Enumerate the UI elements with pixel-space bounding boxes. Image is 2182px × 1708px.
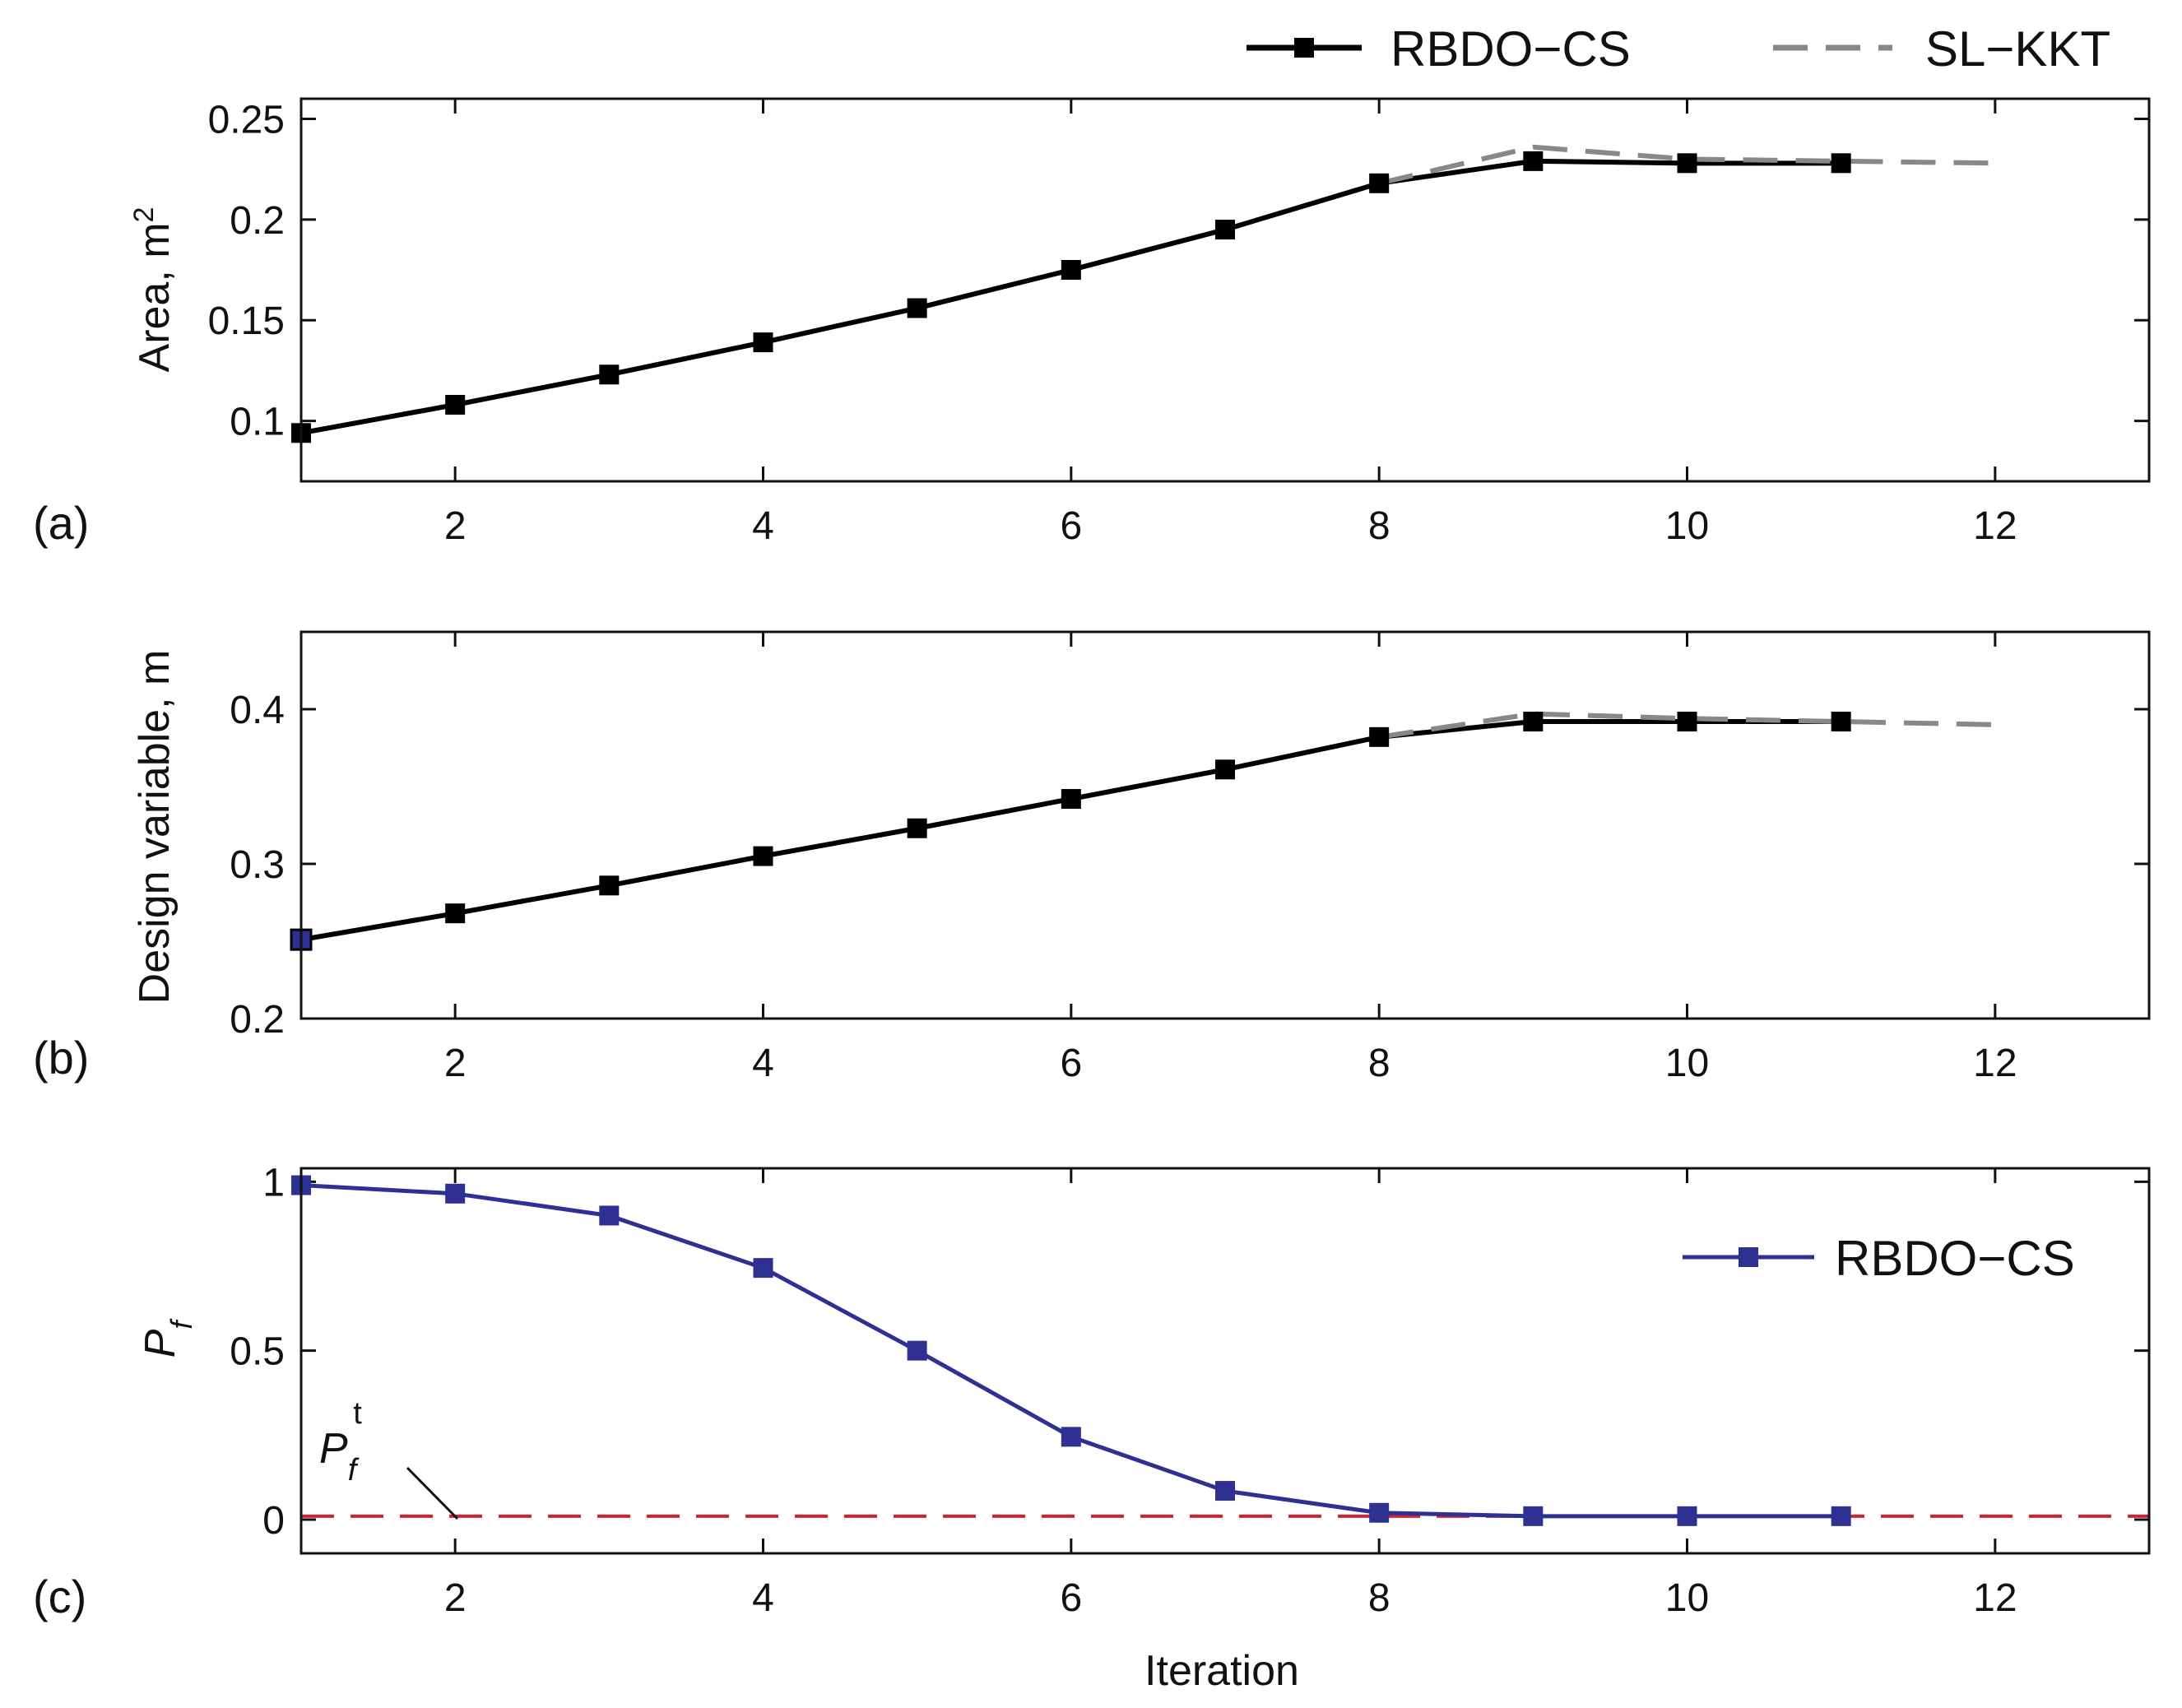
- panel-c-tag: (c): [33, 1571, 86, 1622]
- panel-a-xtick-label: 8: [1368, 504, 1390, 548]
- panel-b-point: [1061, 789, 1081, 810]
- legend-rbdo-label: RBDO−CS: [1390, 21, 1631, 77]
- panel-b-point: [599, 875, 620, 896]
- panel-c-point: [1523, 1506, 1544, 1526]
- panel-c-pf: 2 4 6 8 10 12 0 0.5 1 Pf (c) Iteration RBDO−CS P…: [33, 1161, 2151, 1695]
- panel-c-point: [1215, 1481, 1235, 1501]
- legend-slkkt-label: SL−KKT: [1925, 21, 2110, 77]
- panel-b-series-rbdo-line: [300, 719, 1841, 943]
- panel-c-legend-marker: [1739, 1247, 1758, 1267]
- panel-c-xtick-label: 4: [752, 1576, 774, 1620]
- target-pf-annotation: Pft: [319, 1396, 459, 1520]
- panel-b-xtick-label: 2: [444, 1042, 467, 1085]
- panel-b-design-variable: 2 4 6 8 10 12 0.2 0.3 0.4 Design variable, m (b): [33, 630, 2151, 1085]
- panel-c-point: [445, 1183, 466, 1204]
- panel-c-point: [599, 1205, 620, 1226]
- panel-a-point: [907, 298, 927, 318]
- panel-c-series-rbdo-line: [300, 1183, 1841, 1519]
- panel-a-ylabel: Area, m2: [128, 207, 179, 373]
- panel-a-ylabel-sup: 2: [128, 207, 160, 223]
- panel-c-xtick-label: 2: [444, 1576, 467, 1620]
- panel-a-point: [1677, 153, 1697, 174]
- panel-c-xtick-label: 12: [1973, 1576, 2017, 1620]
- panel-a-ytick-label: 0.15: [208, 299, 285, 343]
- panel-b-point: [753, 846, 773, 866]
- panel-a-xtick-label: 6: [1060, 504, 1082, 548]
- panel-a-point: [753, 332, 773, 353]
- top-legend: RBDO−CS SL−KKT: [1247, 21, 2110, 77]
- panel-a-series-slkkt-line: [1378, 144, 1995, 186]
- panel-c-point: [1061, 1427, 1081, 1447]
- panel-a-point: [599, 364, 620, 385]
- panel-c-xlabel: Iteration: [1144, 1647, 1299, 1695]
- panel-c-point: [753, 1258, 773, 1279]
- panel-b-xtick-label: 12: [1973, 1042, 2017, 1085]
- panel-a-area: 2 4 6 8 10 120.10.150.20.25 Area, m2 (a): [33, 97, 2151, 549]
- target-pf-label-main: P: [319, 1425, 348, 1473]
- panel-a-point: [1215, 220, 1235, 240]
- panel-c-plot: 2 4 6 8 10 12 0 0.5 1: [230, 1161, 2149, 1620]
- panel-b-ytick-label: 0.4: [230, 689, 285, 732]
- panel-a-xtick-label: 4: [752, 504, 774, 548]
- panel-c-ylabel-main: P: [137, 1329, 184, 1358]
- panel-c-legend-label: RBDO−CS: [1835, 1231, 2075, 1286]
- panel-b-xtick-label: 6: [1060, 1042, 1082, 1085]
- panel-b-ytick-label: 0.2: [230, 998, 285, 1042]
- panel-a-point: [1369, 173, 1390, 193]
- legend-rbdo-marker: [1294, 38, 1314, 58]
- panel-b-tag: (b): [33, 1032, 89, 1084]
- panel-c-ytick-label: 1: [262, 1161, 285, 1204]
- panel-a-ylabel-main: Area, m: [131, 222, 179, 372]
- panel-c-xtick-label: 10: [1665, 1576, 1709, 1620]
- panel-b-point: [1215, 759, 1235, 780]
- panel-c-ytick-label: 0: [262, 1499, 285, 1543]
- panel-a-tag: (a): [33, 497, 89, 549]
- panel-b-plot: 2 4 6 8 10 12 0.2 0.3 0.4: [230, 632, 2149, 1085]
- panel-b-xtick-label: 10: [1665, 1042, 1709, 1085]
- panel-b-point: [1677, 712, 1697, 732]
- panel-c-ylabel-sub: f: [165, 1318, 198, 1330]
- panel-c-xtick-label: 6: [1060, 1576, 1082, 1620]
- panel-a-point: [1061, 260, 1081, 281]
- panel-b-point: [445, 903, 466, 924]
- panel-b-point: [1831, 712, 1851, 732]
- panel-b-frame: [299, 630, 2151, 1020]
- panel-a-plot: 2 4 6 8 10 12 0.1 0.15 0.2 0.25: [208, 98, 2149, 548]
- panel-a-xtick-label: 2: [444, 504, 467, 548]
- panel-b-ylabel: Design variable, m: [131, 650, 179, 1005]
- panel-c-legend: RBDO−CS: [1683, 1231, 2075, 1286]
- panel-b-point: [1523, 712, 1544, 732]
- panel-b-point: [907, 818, 927, 838]
- panel-b-ytick-label: 0.3: [230, 843, 285, 887]
- panel-c-frame: [299, 1167, 2151, 1555]
- target-pf-pointer: [406, 1466, 459, 1520]
- target-pf-label-sup: t: [353, 1396, 362, 1431]
- panel-c-point: [1677, 1506, 1697, 1526]
- panel-a-point: [1831, 153, 1851, 174]
- panel-c-ytick-label: 0.5: [230, 1330, 285, 1374]
- panel-a-series-rbdo-line: [300, 158, 1841, 436]
- panel-a-ytick-label: 0.1: [230, 401, 285, 444]
- panel-a-xtick-label: 10: [1665, 504, 1709, 548]
- panel-c-point: [907, 1340, 927, 1361]
- target-pf-label: Pft: [319, 1396, 362, 1488]
- panel-a-point: [445, 395, 466, 415]
- panel-a-point: [1523, 151, 1544, 171]
- panel-c-xtick-label: 8: [1368, 1576, 1390, 1620]
- target-pf-label-sub: f: [348, 1453, 360, 1488]
- panel-c-point: [1369, 1502, 1390, 1523]
- panel-a-xtick-label: 12: [1973, 504, 2017, 548]
- panel-b-xtick-label: 4: [752, 1042, 774, 1085]
- panel-c-ylabel: Pf: [137, 1318, 198, 1358]
- panel-c-point: [1831, 1506, 1851, 1526]
- panel-a-ytick-label: 0.2: [230, 199, 285, 243]
- panel-b-point: [1369, 726, 1390, 747]
- panel-a-frame: [299, 97, 2151, 483]
- panel-a-ytick-label: 0.25: [208, 98, 285, 142]
- panel-b-xtick-label: 8: [1368, 1042, 1390, 1085]
